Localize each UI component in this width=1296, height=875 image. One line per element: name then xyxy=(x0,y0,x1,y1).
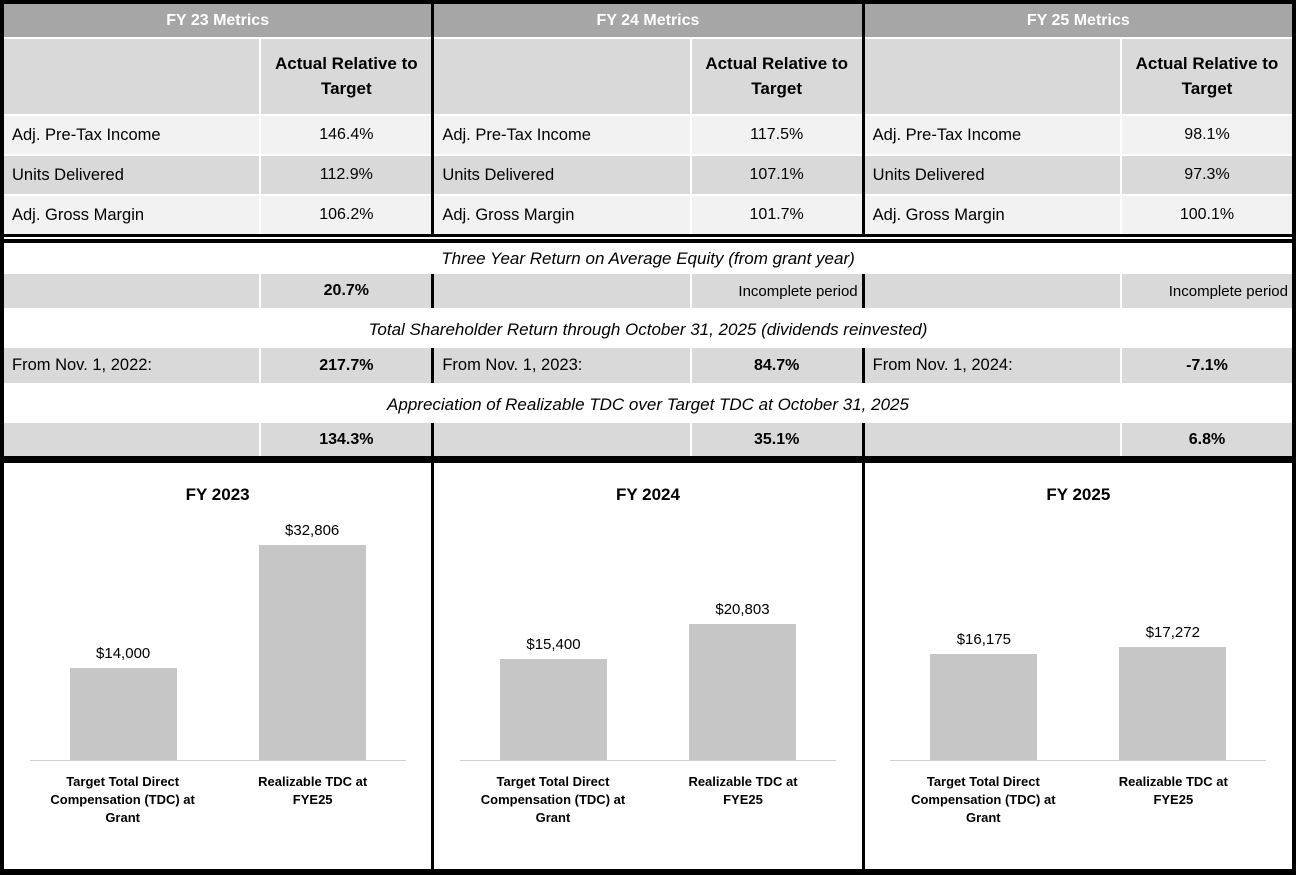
metric-label: Adj. Gross Margin xyxy=(4,196,260,234)
metric-value: 117.5% xyxy=(691,116,862,154)
fy24-metrics-group: FY 24 Metrics Actual Relative to Target … xyxy=(434,4,865,234)
tdc-row: 134.3% 35.1% 6.8% xyxy=(4,423,1292,456)
bar-data-label: $20,803 xyxy=(715,601,770,618)
empty-cell xyxy=(864,39,1120,114)
metric-value: 106.2% xyxy=(261,196,432,234)
metric-label: Adj. Pre-Tax Income xyxy=(4,116,260,154)
category-label: Realizable TDC at FYE25 xyxy=(688,774,798,808)
bar xyxy=(69,668,177,760)
metric-value: 101.7% xyxy=(691,196,862,234)
metric-value: 146.4% xyxy=(261,116,432,154)
x-axis xyxy=(890,760,1267,761)
fy25-header: FY 25 Metrics xyxy=(864,4,1292,37)
bar-data-label: $15,400 xyxy=(526,636,581,653)
metric-label: Adj. Gross Margin xyxy=(434,196,690,234)
category-label: Target Total Direct Compensation (TDC) a… xyxy=(480,774,626,826)
tdc-value-fy24: 35.1% xyxy=(691,423,862,456)
plot-area: $15,400 $20,803 xyxy=(434,507,861,760)
fy23-metrics-group: FY 23 Metrics Actual Relative to Target … xyxy=(4,4,435,234)
fy25-subheader: Actual Relative to Target xyxy=(1121,39,1292,114)
metric-label: Adj. Pre-Tax Income xyxy=(434,116,690,154)
tdc-bar-charts: FY 2023 $14,000 $32,806 Target Total Dir… xyxy=(4,463,1292,869)
tsr-value-fy25: -7.1% xyxy=(1121,348,1292,383)
metric-value: 112.9% xyxy=(261,156,432,194)
x-axis xyxy=(29,760,406,761)
bar-realizable-tdc: $20,803 xyxy=(688,601,796,760)
fy24-header: FY 24 Metrics xyxy=(434,4,862,37)
bar xyxy=(930,654,1038,760)
category-label: Target Total Direct Compensation (TDC) a… xyxy=(911,774,1056,826)
bar xyxy=(499,659,607,760)
empty-cell xyxy=(4,39,260,114)
fy24-subheader: Actual Relative to Target xyxy=(691,39,862,114)
category-label: Realizable TDC at FYE25 xyxy=(1118,774,1228,808)
bar-data-label: $16,175 xyxy=(956,631,1011,648)
divider xyxy=(4,456,1292,463)
roe-value-fy24: Incomplete period xyxy=(691,274,862,308)
empty-cell xyxy=(864,423,1120,456)
fy25-metrics-group: FY 25 Metrics Actual Relative to Target … xyxy=(864,4,1292,234)
chart-fy2025: FY 2025 $16,175 $17,272 Target Total Dir… xyxy=(865,463,1292,869)
bar xyxy=(688,624,796,760)
roe-value-fy23: 20.7% xyxy=(261,274,432,308)
metric-label: Units Delivered xyxy=(434,156,690,194)
empty-cell xyxy=(434,423,690,456)
roe-value-fy25: Incomplete period xyxy=(1121,274,1292,308)
bar-data-label: $14,000 xyxy=(96,645,151,662)
tsr-value-fy24: 84.7% xyxy=(691,348,862,383)
tsr-label-fy23: From Nov. 1, 2022: xyxy=(4,348,260,383)
chart-title: FY 2025 xyxy=(1046,485,1111,504)
tsr-row: From Nov. 1, 2022: 217.7% From Nov. 1, 2… xyxy=(4,348,1292,383)
tsr-label-fy25: From Nov. 1, 2024: xyxy=(864,348,1120,383)
metric-value: 97.3% xyxy=(1121,156,1292,194)
empty-cell xyxy=(434,274,690,308)
metric-value: 100.1% xyxy=(1121,196,1292,234)
chart-fy2023: FY 2023 $14,000 $32,806 Target Total Dir… xyxy=(4,463,435,869)
chart-title: FY 2024 xyxy=(616,485,680,504)
metric-label: Adj. Gross Margin xyxy=(864,196,1120,234)
metrics-table: FY 23 Metrics Actual Relative to Target … xyxy=(4,4,1292,234)
section-title-tdc: Appreciation of Realizable TDC over Targ… xyxy=(4,383,1292,423)
metric-value: 107.1% xyxy=(691,156,862,194)
empty-cell xyxy=(434,39,690,114)
metric-label: Adj. Pre-Tax Income xyxy=(864,116,1120,154)
bar-data-label: $17,272 xyxy=(1145,624,1200,641)
tsr-value-fy23: 217.7% xyxy=(261,348,432,383)
metric-label: Units Delivered xyxy=(864,156,1120,194)
plot-area: $14,000 $32,806 xyxy=(4,507,431,760)
divider xyxy=(4,234,1292,243)
plot-area: $16,175 $17,272 xyxy=(865,507,1292,760)
section-title-roe: Three Year Return on Average Equity (fro… xyxy=(4,243,1292,274)
bar xyxy=(258,545,366,760)
roe-row: 20.7% Incomplete period Incomplete perio… xyxy=(4,274,1292,308)
tdc-value-fy23: 134.3% xyxy=(261,423,432,456)
bar-target-tdc: $16,175 xyxy=(930,631,1038,760)
bar-realizable-tdc: $32,806 xyxy=(258,522,366,760)
x-axis xyxy=(459,760,837,761)
fy23-subheader: Actual Relative to Target xyxy=(261,39,432,114)
bar-target-tdc: $15,400 xyxy=(499,636,607,760)
tdc-value-fy25: 6.8% xyxy=(1121,423,1292,456)
bar-target-tdc: $14,000 xyxy=(69,645,177,760)
fy23-header: FY 23 Metrics xyxy=(4,4,432,37)
category-label: Target Total Direct Compensation (TDC) a… xyxy=(50,774,195,826)
chart-fy2024: FY 2024 $15,400 $20,803 Target Total Dir… xyxy=(434,463,865,869)
section-title-tsr: Total Shareholder Return through October… xyxy=(4,308,1292,348)
empty-cell xyxy=(4,423,260,456)
metric-value: 98.1% xyxy=(1121,116,1292,154)
bar xyxy=(1119,647,1227,760)
empty-cell xyxy=(864,274,1120,308)
tsr-label-fy24: From Nov. 1, 2023: xyxy=(434,348,690,383)
category-label: Realizable TDC at FYE25 xyxy=(258,774,368,808)
bar-data-label: $32,806 xyxy=(285,522,340,539)
empty-cell xyxy=(4,274,260,308)
metric-label: Units Delivered xyxy=(4,156,260,194)
chart-title: FY 2023 xyxy=(185,485,250,504)
bar-realizable-tdc: $17,272 xyxy=(1119,624,1227,760)
